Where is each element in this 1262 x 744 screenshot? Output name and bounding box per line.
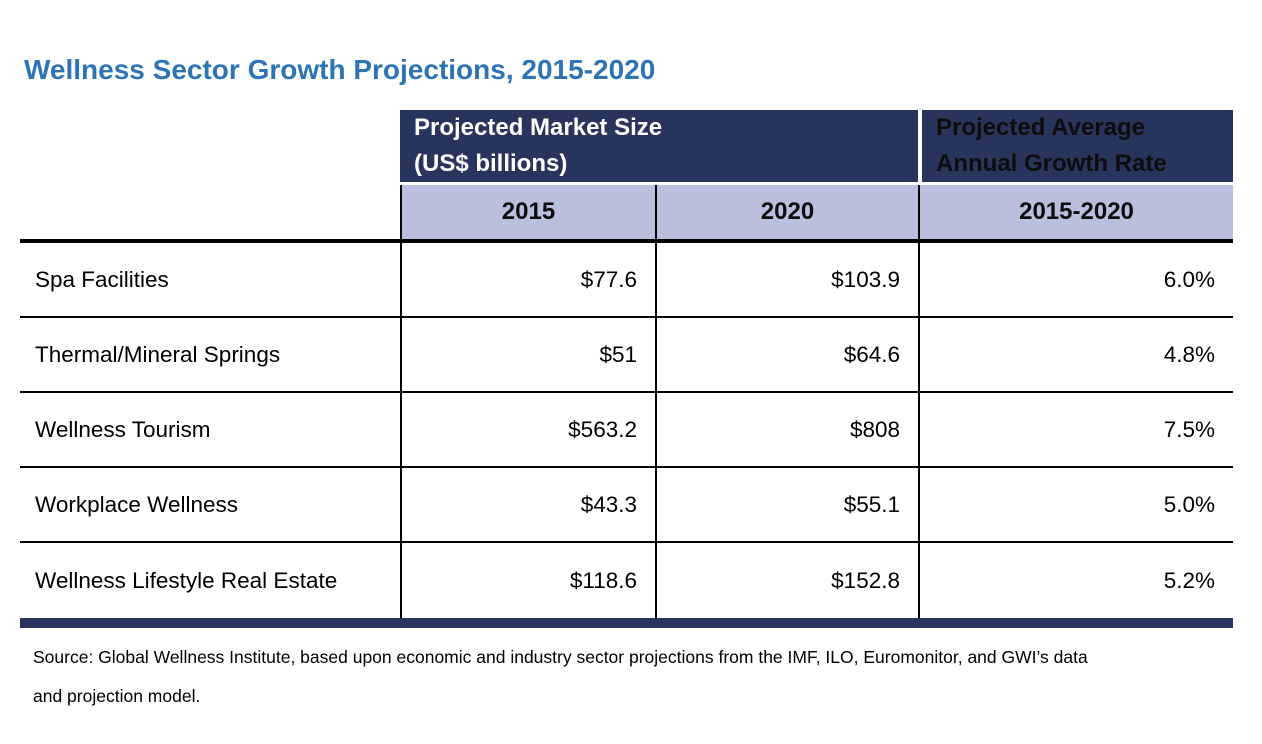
header-spacer — [20, 110, 400, 185]
value-2020: $64.6 — [655, 318, 918, 391]
source-note-line2: and projection model. — [33, 686, 201, 706]
value-2020: $103.9 — [655, 243, 918, 316]
value-2015: $118.6 — [400, 543, 655, 618]
sub-header-row: 2015 2020 2015-2020 — [20, 185, 1233, 239]
table-row-wellness-tourism: Wellness Tourism $563.2 $808 7.5% — [20, 393, 1233, 468]
value-growth-rate: 7.5% — [918, 393, 1233, 466]
value-2020: $152.8 — [655, 543, 918, 618]
row-label: Spa Facilities — [35, 266, 169, 292]
source-note: Source: Global Wellness Institute, based… — [33, 638, 1233, 716]
value-2015: $51 — [400, 318, 655, 391]
table-bottom-bar — [20, 618, 1233, 628]
sub-header-2015-2020: 2015-2020 — [918, 185, 1233, 239]
row-label: Wellness Tourism — [35, 416, 211, 442]
header-market-size: Projected Market Size (US$ billions) — [400, 110, 918, 185]
row-label: Wellness Lifestyle Real Estate — [35, 567, 338, 593]
value-2020: $808 — [655, 393, 918, 466]
page-title: Wellness Sector Growth Projections, 2015… — [24, 54, 656, 85]
table-row-workplace-wellness: Workplace Wellness $43.3 $55.1 5.0% — [20, 468, 1233, 543]
sub-header-2015: 2015 — [400, 185, 655, 239]
sub-header-spacer — [20, 185, 400, 239]
value-growth-rate: 5.2% — [918, 543, 1233, 618]
value-2015: $43.3 — [400, 468, 655, 541]
group-header-row: Projected Market Size (US$ billions) Pro… — [20, 110, 1233, 185]
header-growth-rate: Projected Average Annual Growth Rate — [918, 110, 1233, 185]
header-growth-rate-line2: Annual Growth Rate — [936, 150, 1167, 177]
header-growth-rate-line1: Projected Average — [936, 114, 1145, 141]
header-market-size-line1: Projected Market Size — [414, 114, 663, 141]
sub-header-2020: 2020 — [655, 185, 918, 239]
growth-projections-table: Projected Market Size (US$ billions) Pro… — [20, 110, 1233, 628]
value-growth-rate: 4.8% — [918, 318, 1233, 391]
value-2020: $55.1 — [655, 468, 918, 541]
report-page: Wellness Sector Growth Projections, 2015… — [20, 54, 1233, 716]
row-label: Thermal/Mineral Springs — [35, 341, 281, 367]
value-growth-rate: 5.0% — [918, 468, 1233, 541]
value-2015: $77.6 — [400, 243, 655, 316]
table-row-spa-facilities: Spa Facilities $77.6 $103.9 6.0% — [20, 243, 1233, 318]
table-body: Spa Facilities $77.6 $103.9 6.0% Thermal… — [20, 239, 1233, 618]
row-label: Workplace Wellness — [35, 491, 238, 517]
header-market-size-line2: (US$ billions) — [414, 150, 568, 177]
value-growth-rate: 6.0% — [918, 243, 1233, 316]
table-row-wellness-lifestyle-real-estate: Wellness Lifestyle Real Estate $118.6 $1… — [20, 543, 1233, 618]
value-2015: $563.2 — [400, 393, 655, 466]
table-row-thermal-mineral-springs: Thermal/Mineral Springs $51 $64.6 4.8% — [20, 318, 1233, 393]
source-note-line1: Source: Global Wellness Institute, based… — [33, 647, 1088, 667]
